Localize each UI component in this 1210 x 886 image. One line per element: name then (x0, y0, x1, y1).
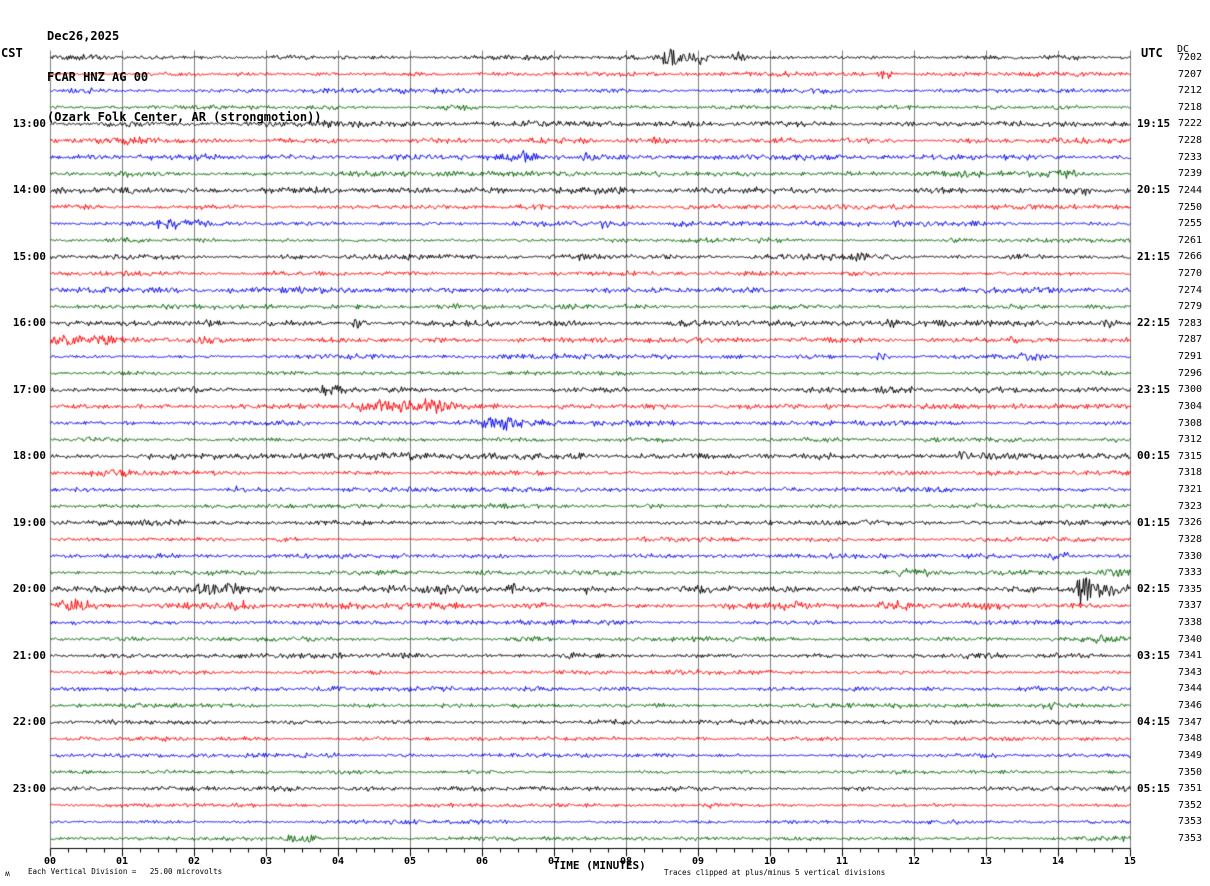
minute-tick-label: 09 (691, 856, 705, 867)
minute-tick-label: 06 (475, 856, 489, 867)
hour-label-utc: 04:15 (1137, 715, 1171, 729)
minute-tick-label: 05 (403, 856, 417, 867)
dc-offset-value: 7279 (1178, 301, 1203, 313)
dc-offset-value: 7291 (1178, 351, 1203, 363)
dc-offset-value: 7344 (1178, 683, 1203, 695)
dc-offset-value: 7250 (1178, 201, 1203, 213)
dc-offset-value: 7338 (1178, 616, 1203, 628)
vertical-division-note: Each Vertical Division = 25.00 microvolt… (28, 867, 223, 876)
dc-offset-value: 7341 (1178, 650, 1203, 662)
hour-label-cst: 21:00 (12, 648, 46, 662)
dc-offset-value: 7274 (1178, 284, 1203, 296)
time-axis-title: TIME (MINUTES) (553, 859, 646, 872)
hour-label-utc: 00:15 (1137, 449, 1171, 463)
title-date: Dec26,2025 (47, 29, 120, 43)
hour-label-cst: 22:00 (12, 715, 46, 729)
timezone-left-label: CST (1, 46, 23, 60)
dc-offset-value: 7304 (1178, 400, 1203, 412)
dc-offset-header-label: DC (1177, 44, 1190, 55)
minute-tick-label: 14 (1051, 856, 1065, 867)
dc-offset-value: 7315 (1178, 450, 1203, 462)
dc-offset-value: 7207 (1178, 68, 1203, 80)
hour-label-cst: 14:00 (12, 183, 46, 197)
hour-label-utc: 19:15 (1137, 116, 1171, 130)
hour-label-cst: 19:00 (12, 515, 46, 529)
dc-offset-value: 7218 (1178, 101, 1203, 113)
dc-offset-value: 7337 (1178, 600, 1203, 612)
minute-tick-label: 12 (907, 856, 921, 867)
minute-tick-label: 03 (259, 856, 273, 867)
dc-offset-value: 7335 (1178, 583, 1203, 595)
dc-offset-value: 7351 (1178, 783, 1203, 795)
dc-offset-value: 7326 (1178, 517, 1203, 529)
hour-label-cst: 23:00 (12, 781, 46, 795)
seismic-squiggle-icon: ʍ (5, 869, 10, 878)
dc-offset-value: 7333 (1178, 567, 1203, 579)
dc-offset-value: 7353 (1178, 832, 1203, 844)
hour-label-cst: 18:00 (12, 449, 46, 463)
hour-label-utc: 01:15 (1137, 515, 1171, 529)
hour-label-utc: 21:15 (1137, 249, 1171, 263)
title-station: FCAR HNZ AG 00 (47, 69, 149, 84)
dc-offset-value: 7346 (1178, 700, 1203, 712)
dc-offset-value: 7343 (1178, 666, 1203, 678)
dc-offset-value: 7318 (1178, 467, 1203, 479)
dc-offset-value: 7330 (1178, 550, 1203, 562)
dc-offset-value: 7222 (1178, 118, 1203, 130)
dc-offset-value: 7261 (1178, 234, 1203, 246)
hour-label-cst: 20:00 (12, 582, 46, 596)
minute-tick-label: 01 (115, 856, 129, 867)
dc-offset-value: 7300 (1178, 384, 1203, 396)
dc-offset-value: 7228 (1178, 135, 1203, 147)
dc-offset-value: 7202 (1178, 52, 1203, 63)
hour-label-cst: 16:00 (12, 316, 46, 330)
hour-label-utc: 20:15 (1137, 183, 1171, 197)
hour-label-utc: 05:15 (1137, 781, 1171, 795)
dc-offset-value: 7270 (1178, 268, 1203, 280)
timezone-right-label: UTC (1141, 46, 1163, 60)
dc-offset-value: 7287 (1178, 334, 1203, 346)
dc-offset-value: 7349 (1178, 749, 1203, 761)
hour-label-cst: 15:00 (12, 249, 46, 263)
dc-offset-value: 7239 (1178, 168, 1203, 180)
minute-tick-label: 00 (43, 856, 57, 867)
dc-offset-value: 7352 (1178, 799, 1203, 811)
dc-offset-value: 7323 (1178, 500, 1203, 512)
minute-tick-label: 07 (547, 856, 561, 867)
dc-offset-value: 7308 (1178, 417, 1203, 429)
hour-label-utc: 03:15 (1137, 648, 1171, 662)
dc-offset-value: 7255 (1178, 218, 1203, 230)
minute-tick-label: 10 (763, 856, 777, 867)
minute-tick-label: 13 (979, 856, 993, 867)
dc-offset-value: 7244 (1178, 184, 1203, 196)
minute-tick-label: 08 (619, 856, 633, 867)
hour-label-cst: 13:00 (12, 116, 46, 130)
dc-offset-value: 7353 (1178, 816, 1203, 828)
hour-label-utc: 02:15 (1137, 582, 1171, 596)
dc-offset-value: 7328 (1178, 533, 1203, 545)
hour-label-utc: 22:15 (1137, 316, 1171, 330)
dc-offset-value: 7266 (1178, 251, 1203, 263)
dc-offset-value: 7296 (1178, 367, 1203, 379)
title-location: (Ozark Folk Center, AR (strongmotion)) (47, 110, 322, 124)
dc-offset-value: 7233 (1178, 151, 1203, 163)
dc-offset-value: 7312 (1178, 434, 1203, 446)
hour-label-utc: 23:15 (1137, 382, 1171, 396)
minute-tick-label: 15 (1123, 856, 1137, 867)
minute-tick-label: 04 (331, 856, 345, 867)
dc-offset-value: 7321 (1178, 484, 1203, 496)
clip-note: Traces clipped at plus/minus 5 vertical … (664, 868, 886, 877)
title-block: Dec26,2025 FCAR HNZ AG 00 (Ozark Folk Ce… (47, 3, 322, 152)
dc-offset-value: 7348 (1178, 733, 1203, 745)
hour-label-cst: 17:00 (12, 382, 46, 396)
minute-tick-label: 11 (835, 856, 849, 867)
dc-offset-value: 7347 (1178, 716, 1203, 728)
dc-offset-value: 7212 (1178, 85, 1203, 97)
minute-tick-label: 02 (187, 856, 201, 867)
dc-offset-value: 7340 (1178, 633, 1203, 645)
dc-offset-value: 7350 (1178, 766, 1203, 778)
dc-offset-value: 7283 (1178, 317, 1203, 329)
